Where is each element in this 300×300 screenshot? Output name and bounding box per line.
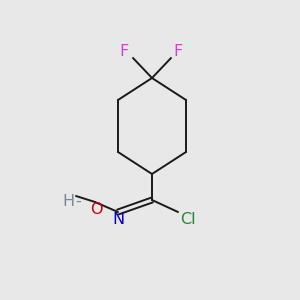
Text: N: N xyxy=(112,212,124,226)
Text: F: F xyxy=(119,44,129,59)
Text: H: H xyxy=(63,194,75,208)
Text: F: F xyxy=(173,44,183,59)
Text: O: O xyxy=(90,202,102,217)
Text: Cl: Cl xyxy=(180,212,196,226)
Text: -: - xyxy=(75,194,81,208)
